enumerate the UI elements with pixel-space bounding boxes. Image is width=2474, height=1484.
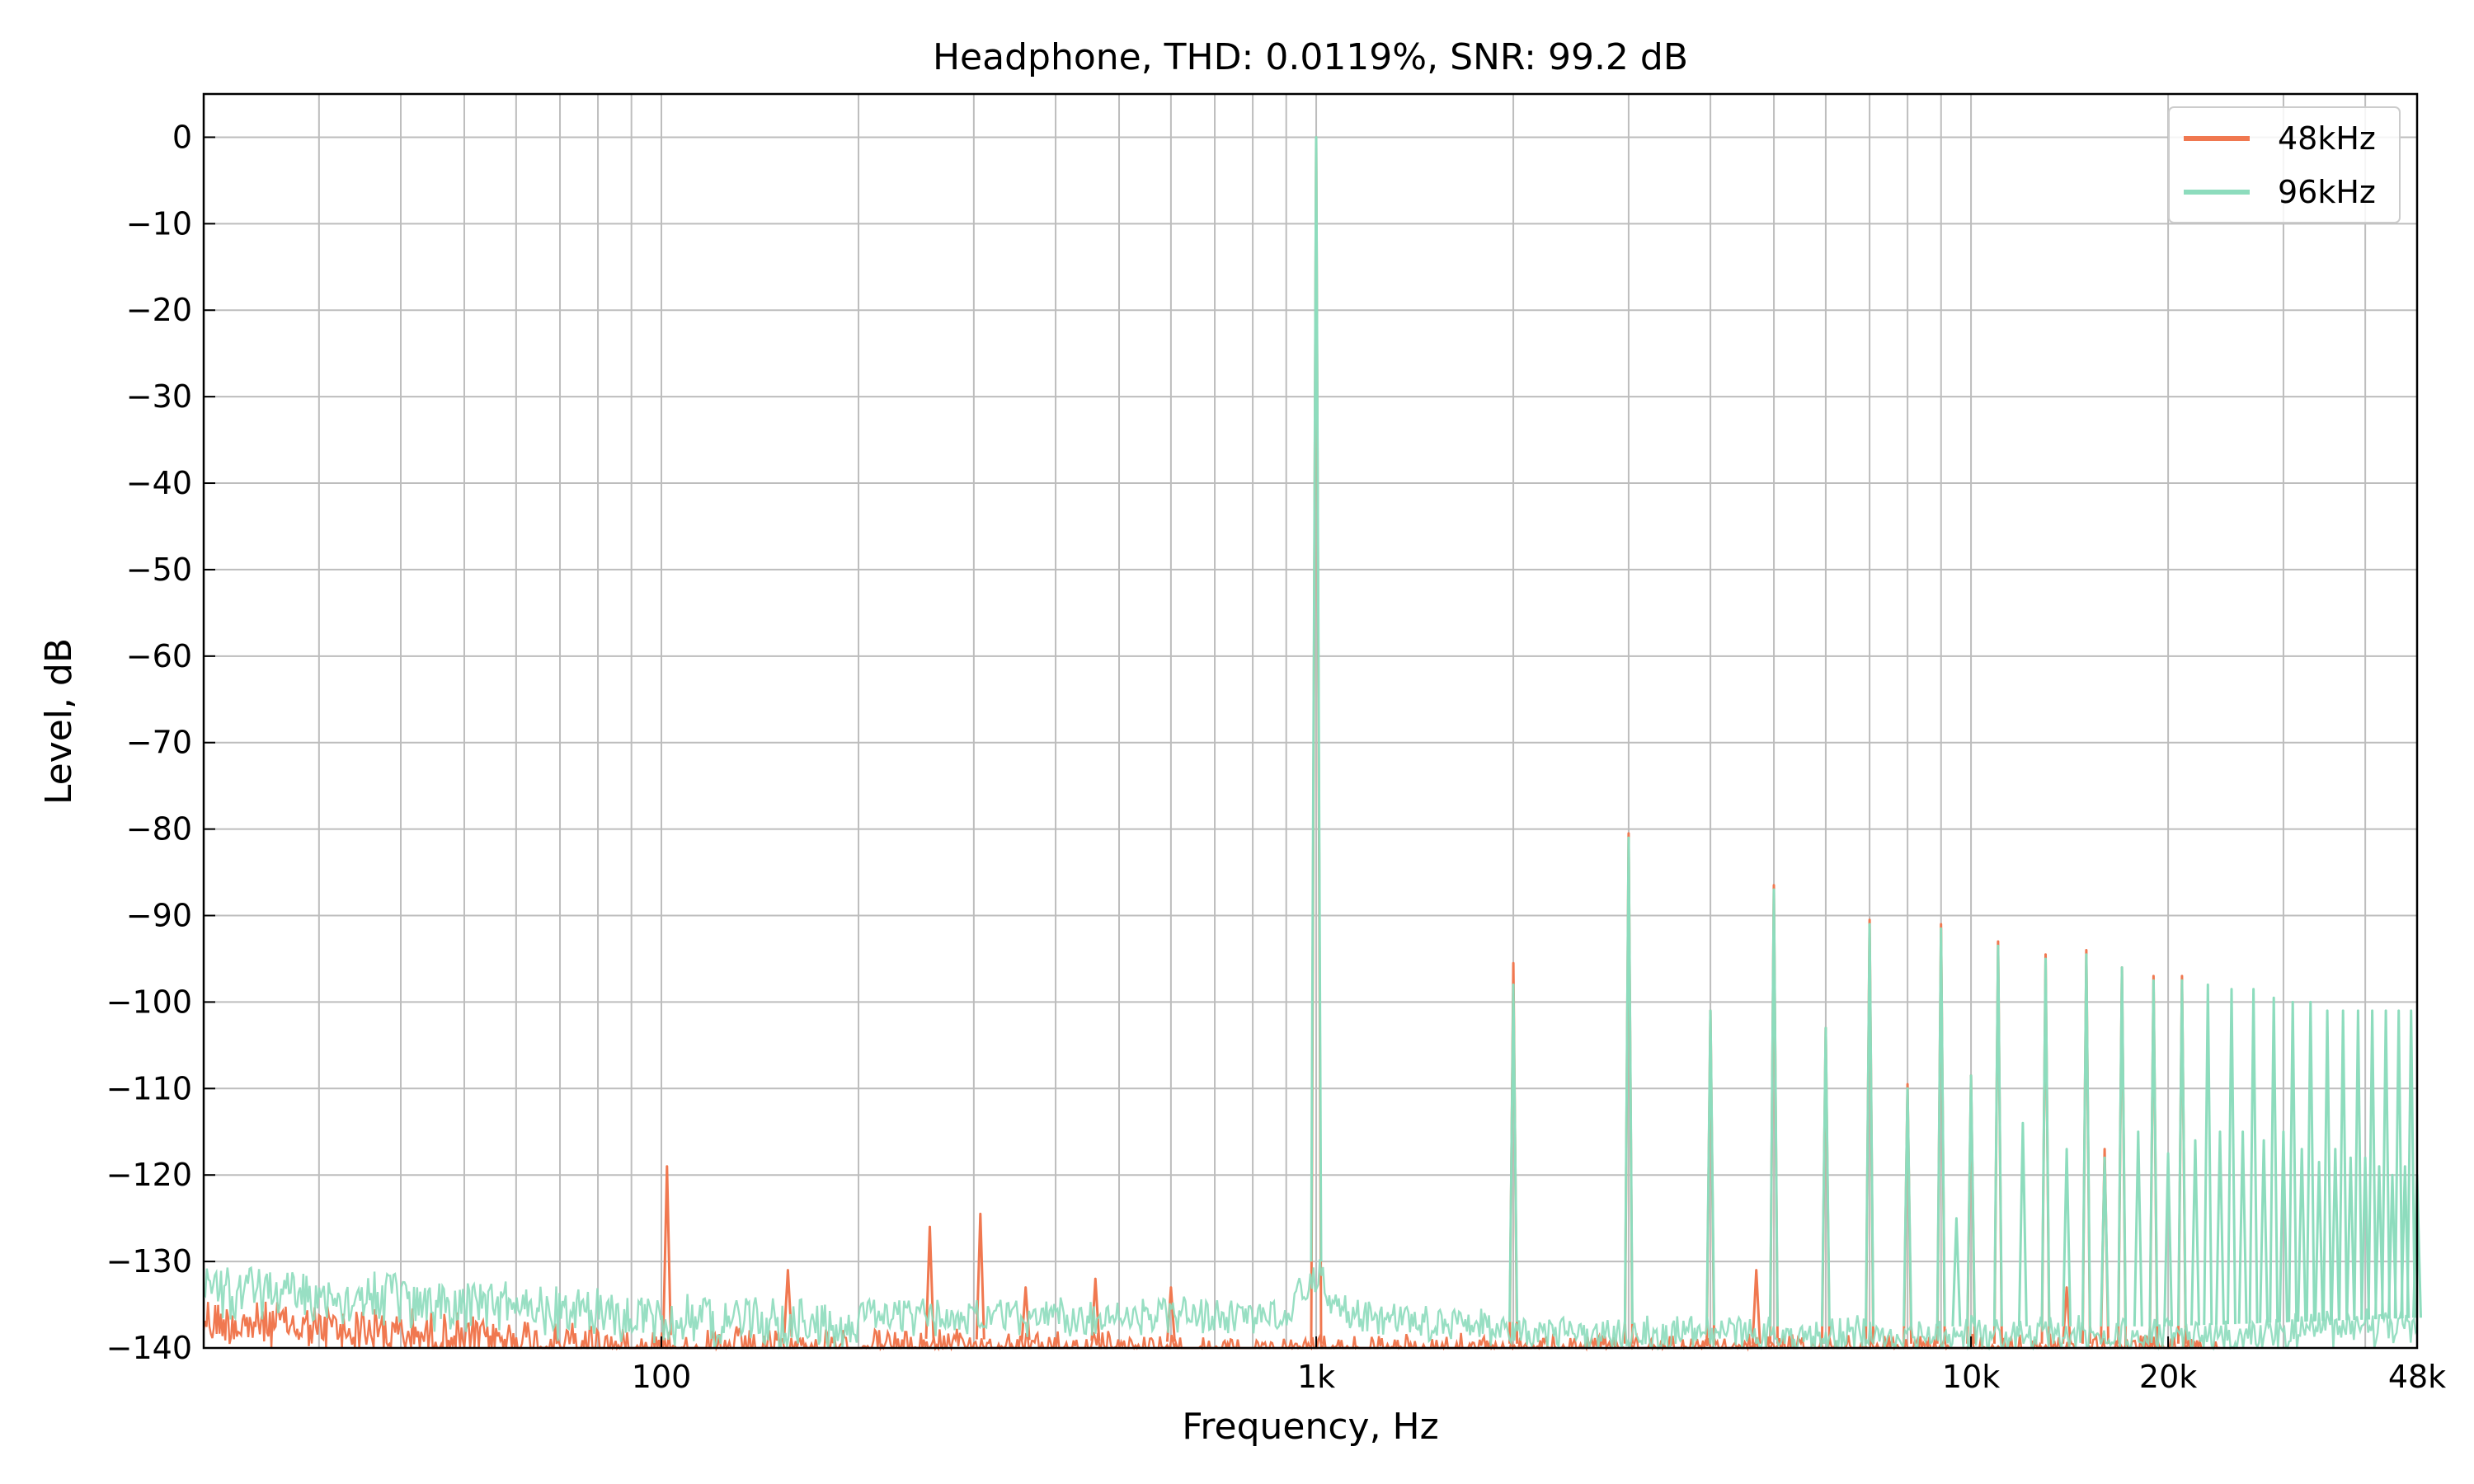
series-spike-96kHz — [2288, 1000, 2298, 1322]
series-spike-96kHz — [1705, 1009, 1716, 1326]
series-spike-96kHz — [2148, 979, 2159, 1327]
series-spike-96kHz — [2227, 988, 2236, 1325]
series-spike-96kHz — [1865, 923, 1875, 1327]
tick-layer: 0 −10 −20 −30 −40 −50 −60 −70 −80 −90 −100 −110 −120… — [106, 119, 2447, 1395]
y-tick-label: −140 — [106, 1330, 192, 1366]
series-spike-96kHz — [1935, 927, 1946, 1327]
y-tick-label: −60 — [126, 638, 192, 674]
series-spike-96kHz — [1820, 1026, 1831, 1327]
series-spike-96kHz — [2360, 1156, 2371, 1320]
series-spike-96kHz — [2163, 1152, 2174, 1327]
y-axis-label: Level, dB — [38, 638, 80, 805]
series-spike-96kHz — [2017, 1121, 2028, 1327]
y-tick-label: −40 — [126, 465, 192, 501]
y-tick-label: −10 — [126, 205, 192, 242]
x-tick-label: 100 — [632, 1359, 692, 1395]
series-spike-96kHz — [2305, 1000, 2316, 1322]
series-spike-96kHz — [2215, 1130, 2225, 1325]
y-tick-label: −70 — [126, 725, 192, 761]
series-spike-96kHz — [1310, 135, 1323, 1262]
series-spike-48kHz — [1751, 1269, 1761, 1344]
series-spike-96kHz — [2117, 966, 2128, 1327]
series-spike-48kHz — [661, 1165, 672, 1336]
series-spike-96kHz — [2353, 1009, 2363, 1320]
series-spike-96kHz — [2278, 1130, 2288, 1322]
y-tick-label: −130 — [106, 1243, 192, 1280]
series-spike-96kHz — [2133, 1130, 2143, 1327]
series-spike-96kHz — [1966, 1074, 1977, 1327]
series-spike-96kHz — [2062, 1148, 2072, 1327]
series-spike-96kHz — [2338, 1009, 2349, 1321]
x-tick-label: 20k — [2139, 1359, 2197, 1395]
series-spike-96kHz — [2040, 957, 2051, 1327]
series-spike-48kHz — [975, 1212, 985, 1340]
plot-layer — [202, 135, 2422, 1352]
series-spike-96kHz — [2190, 1139, 2200, 1326]
y-tick-label: −80 — [126, 811, 192, 848]
series-spike-96kHz — [2100, 1156, 2110, 1327]
series-spike-96kHz — [2297, 1148, 2307, 1322]
series-spike-96kHz — [2393, 1009, 2404, 1319]
series-spike-96kHz — [2248, 988, 2259, 1324]
legend-label-96khz: 96kHz — [2278, 174, 2376, 210]
series-spike-96kHz — [1903, 1087, 1913, 1327]
legend-label-48khz: 48kHz — [2278, 120, 2376, 157]
y-tick-label: −30 — [126, 378, 192, 415]
chart-title: Headphone, THD: 0.0119%, SNR: 99.2 dB — [933, 36, 1688, 78]
x-tick-label: 48k — [2388, 1359, 2446, 1395]
series-spike-96kHz — [2203, 983, 2213, 1326]
series-spike-96kHz — [1769, 888, 1779, 1327]
y-tick-label: −20 — [126, 292, 192, 328]
y-tick-label: −120 — [106, 1157, 192, 1193]
series-noise-96kHz — [203, 1259, 2419, 1351]
y-tick-label: −50 — [126, 552, 192, 588]
series-spike-96kHz — [1951, 1217, 1962, 1327]
series-spike-96kHz — [2381, 1009, 2392, 1319]
series-spike-96kHz — [1992, 944, 2003, 1327]
series-spike-96kHz — [2330, 1148, 2340, 1321]
y-tick-label: −100 — [106, 984, 192, 1020]
series-spike-96kHz — [2176, 979, 2187, 1327]
series-spike-96kHz — [2367, 1009, 2378, 1320]
series-spike-96kHz — [2314, 1161, 2325, 1322]
plot-area-frame — [202, 92, 2419, 1350]
y-tick-label: 0 — [172, 119, 192, 155]
series-spike-48kHz — [924, 1225, 935, 1339]
series-spike-96kHz — [2322, 1009, 2333, 1322]
series-spike-96kHz — [1623, 836, 1634, 1324]
x-axis-label: Frequency, Hz — [1182, 1406, 1438, 1448]
y-tick-label: −90 — [126, 898, 192, 934]
series-spike-96kHz — [2259, 1139, 2269, 1323]
series-spike-96kHz — [2237, 1130, 2248, 1324]
series-spike-96kHz — [2081, 953, 2091, 1327]
x-tick-label: 10k — [1942, 1359, 2000, 1395]
series-spike-96kHz — [2345, 1156, 2356, 1321]
series-spike-96kHz — [2269, 996, 2279, 1323]
series-spike-96kHz — [1508, 983, 1519, 1322]
y-tick-label: −110 — [106, 1070, 192, 1106]
series-spike-96kHz — [2406, 1009, 2416, 1318]
legend: 48kHz 96kHz — [2168, 106, 2401, 223]
x-tick-label: 1k — [1297, 1359, 1335, 1395]
